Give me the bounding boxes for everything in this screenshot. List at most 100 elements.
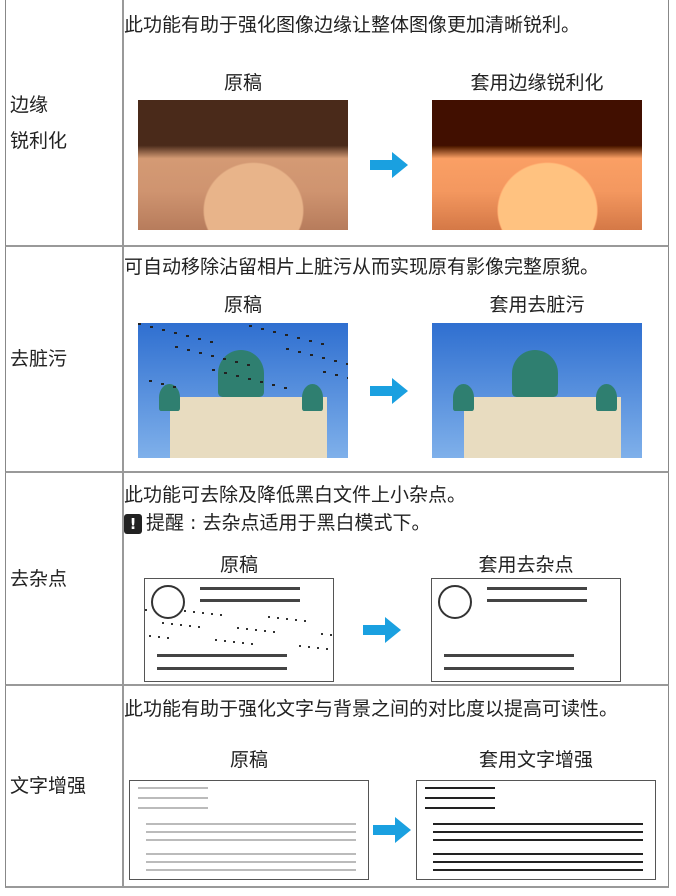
speck (285, 333, 288, 336)
speck (317, 647, 319, 649)
speck (295, 619, 297, 621)
speck (310, 353, 313, 356)
speck (248, 378, 251, 380)
speck (268, 616, 270, 618)
after-label: 套用文字增强 (478, 749, 593, 771)
speck (189, 625, 191, 627)
speck (145, 609, 147, 611)
table-row: 去杂点 此功能可去除及降低黑白文件上小杂点。! 提醒 : 去杂点适用于黑白模式下。原… (5, 473, 669, 686)
speck (215, 639, 217, 641)
speck (150, 326, 153, 328)
description: 可自动移除沾留相片上脏污从而实现原有影像完整原貌。 (124, 256, 600, 278)
speck (273, 631, 275, 633)
text-line (146, 839, 356, 841)
speck (242, 642, 244, 644)
image (431, 578, 621, 682)
description: 此功能有助于强化图像边缘让整体图像更加清晰锐利。 (124, 14, 581, 36)
image (138, 323, 348, 458)
text-line (425, 797, 495, 799)
row-label: 边缘 锐利化 (6, 0, 124, 245)
speck (249, 324, 252, 327)
speck (149, 379, 152, 382)
speck (173, 385, 176, 388)
before-label: 原稿 (223, 72, 262, 94)
building (463, 397, 621, 458)
speck (237, 627, 239, 629)
arrow (362, 617, 401, 643)
speck (273, 330, 276, 333)
speck (202, 612, 204, 614)
row-label-line: 去脏污 (10, 348, 68, 370)
building (169, 397, 327, 458)
row-label-line: 文字增强 (10, 775, 87, 797)
speck (284, 387, 287, 389)
text-line (157, 667, 287, 670)
table-row: 去脏污 可自动移除沾留相片上脏污从而实现原有影像完整原貌。 原稿 套用去脏污 (5, 247, 669, 473)
speck (193, 611, 195, 613)
speck (321, 342, 324, 345)
image (416, 780, 656, 880)
speck (162, 622, 164, 624)
image (129, 780, 369, 880)
text-line (425, 807, 495, 809)
note-text: 提醒 : 去杂点适用于黑白模式下。 (146, 512, 431, 534)
text-line (433, 861, 643, 863)
text-line (487, 599, 587, 602)
text-line (157, 654, 287, 657)
image (138, 100, 348, 230)
row-label-line: 去杂点 (10, 567, 68, 590)
speck (198, 338, 201, 340)
speck (247, 364, 250, 366)
table-row: 边缘 锐利化 此功能有助于强化图像边缘让整体图像更加清晰锐利。原稿 套用边缘锐利化 (5, 0, 669, 247)
image (432, 100, 642, 230)
text-line (146, 853, 356, 855)
speck (264, 630, 266, 632)
speck (198, 626, 200, 628)
text-line (433, 869, 643, 871)
row-label: 去脏污 (6, 247, 124, 471)
text-line (138, 797, 208, 799)
speck (261, 327, 264, 330)
speck (212, 369, 215, 371)
description: 此功能有助于强化文字与背景之间的对比度以提高可读性。 (124, 698, 619, 720)
image (144, 578, 334, 682)
speck (233, 641, 235, 643)
text-line (200, 599, 300, 602)
speck (286, 618, 288, 620)
speck (167, 637, 169, 639)
speck (299, 645, 301, 647)
speck (346, 362, 348, 365)
speck (187, 349, 190, 351)
speck (162, 329, 165, 331)
speck (199, 352, 202, 354)
text-line (200, 587, 300, 590)
text-line (146, 869, 356, 871)
dome (511, 350, 558, 398)
note-icon: ! (124, 514, 142, 534)
speck (149, 635, 151, 637)
text-line (433, 853, 643, 855)
speck (323, 370, 326, 373)
note: ! 提醒 : 去杂点适用于黑白模式下。 (124, 508, 430, 535)
speck (224, 372, 227, 374)
speck (260, 381, 263, 383)
text-line (138, 787, 208, 789)
speck (175, 346, 178, 348)
speck (255, 629, 257, 631)
dome (301, 383, 323, 411)
text-line (433, 831, 643, 833)
row-label: 文字增强 (6, 686, 124, 886)
speck (174, 332, 177, 334)
speck (347, 376, 348, 379)
speck (180, 624, 182, 626)
before-label: 原稿 (223, 294, 262, 316)
after-label: 套用边缘锐利化 (470, 72, 604, 94)
speck (335, 373, 338, 376)
dome (595, 383, 617, 411)
dome (159, 383, 180, 411)
speck (220, 614, 222, 616)
speck (171, 623, 173, 625)
speck (277, 617, 279, 619)
speck (298, 350, 301, 353)
seal (438, 585, 472, 619)
